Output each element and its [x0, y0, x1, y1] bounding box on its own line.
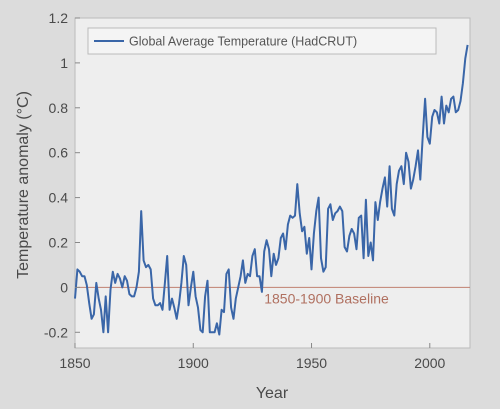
y-tick-label: 0: [60, 279, 68, 295]
x-tick-label: 1950: [296, 355, 327, 371]
y-tick-label: 0.6: [49, 145, 69, 161]
y-tick-label: 0.2: [49, 234, 69, 250]
baseline-label: 1850-1900 Baseline: [264, 290, 389, 306]
y-tick-label: 1: [60, 55, 68, 71]
legend-entry: Global Average Temperature (HadCRUT): [129, 35, 357, 49]
y-tick-label: 1.2: [49, 10, 69, 26]
legend: Global Average Temperature (HadCRUT): [87, 27, 437, 55]
y-tick-label: -0.2: [44, 324, 68, 340]
series-line: [74, 44, 469, 336]
y-axis-title: Temperature anomaly (°C): [15, 91, 32, 279]
legend-box: [87, 27, 437, 55]
x-tick-label: 1850: [59, 355, 90, 371]
x-tick-label: 1900: [178, 355, 209, 371]
y-tick-label: 0.8: [49, 100, 69, 116]
x-axis-title: Year: [256, 385, 289, 402]
x-tick-label: 2000: [414, 355, 445, 371]
y-tick-label: 0.4: [49, 190, 69, 206]
